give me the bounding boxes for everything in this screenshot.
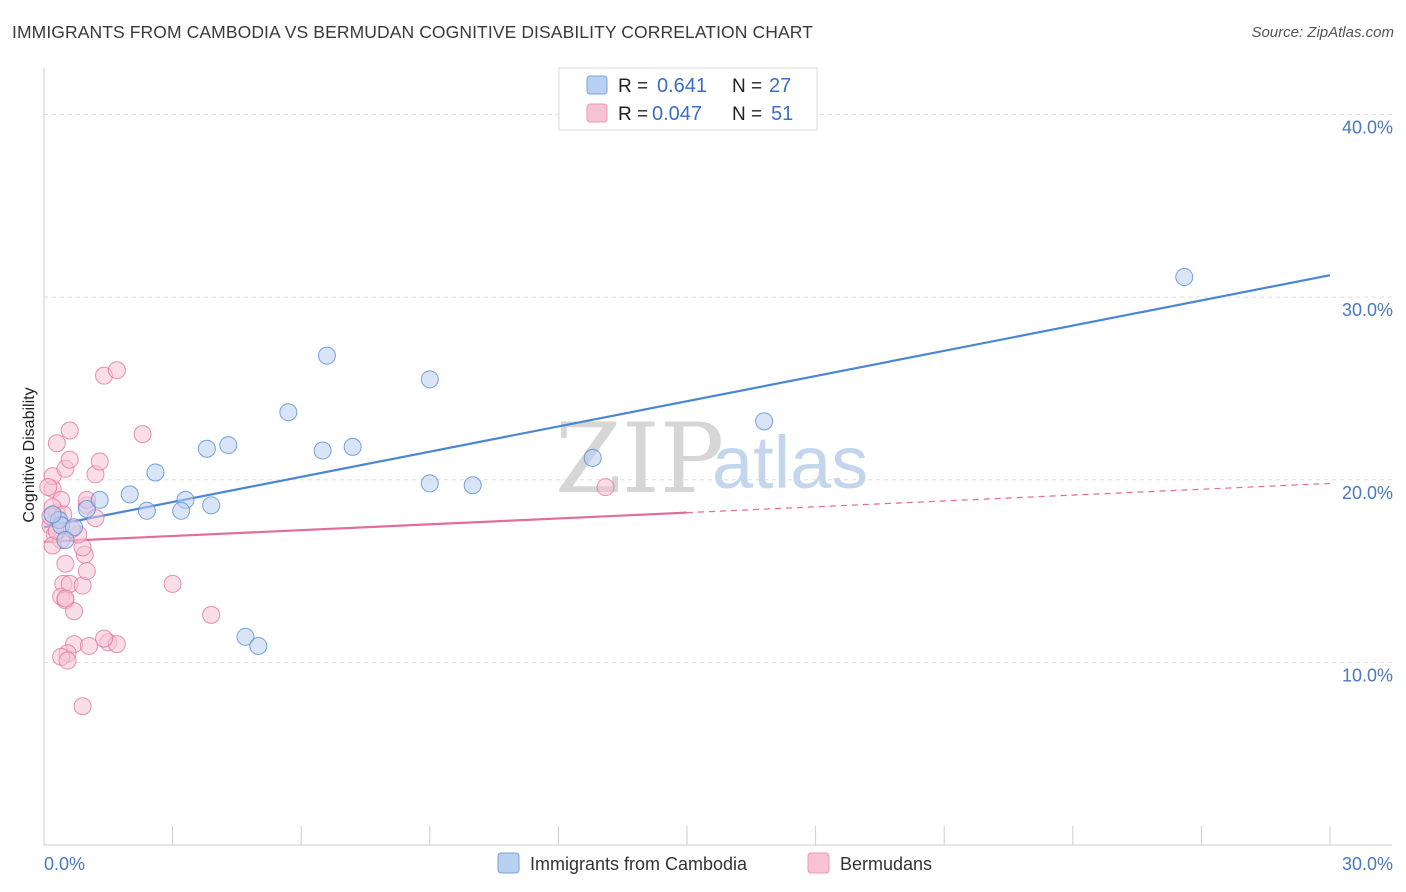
point-series-1-33 [90, 452, 109, 471]
watermark-atlas: atlas [712, 421, 868, 504]
y-tick-label-1: 20.0% [1342, 483, 1393, 503]
point-series-1-25 [73, 697, 92, 716]
grid-lines [44, 114, 1392, 663]
x-tick-label-0: 0.0% [44, 854, 85, 874]
point-series-0-22 [420, 474, 439, 493]
point-series-1-6 [47, 434, 66, 453]
point-series-0-14 [202, 496, 221, 515]
point-series-1-36 [95, 629, 114, 648]
series-legend-swatch-cambodia [497, 852, 520, 874]
legend-r-label-cambodia: R = [618, 76, 648, 97]
point-series-1-39 [133, 425, 152, 444]
point-series-0-5 [90, 490, 109, 509]
point-series-1-45 [77, 562, 96, 581]
series-legend-label-cambodia: Immigrants from Cambodia [530, 854, 748, 874]
point-series-0-3 [77, 499, 96, 518]
legend-swatch-cambodia [586, 75, 608, 95]
point-series-1-11 [39, 478, 58, 497]
trend-line-series-1 [43, 511, 688, 543]
chart-title: IMMIGRANTS FROM CAMBODIA VS BERMUDAN COG… [12, 22, 813, 42]
point-series-0-16 [249, 636, 268, 655]
x-tick-label-1: 30.0% [1342, 854, 1393, 874]
point-series-0-7 [137, 501, 156, 520]
series-legend-swatch-bermudans [807, 852, 830, 874]
point-series-1-49 [56, 589, 75, 608]
point-series-0-23 [463, 476, 482, 495]
point-series-0-2 [43, 505, 62, 524]
legend-swatch-bermudans [586, 103, 608, 123]
point-series-1-42 [596, 478, 615, 497]
legend-r-value-bermudans: 0.047 [652, 103, 702, 125]
point-series-0-24 [583, 448, 602, 467]
point-series-1-20 [65, 602, 84, 621]
point-series-1-41 [202, 605, 221, 624]
point-series-0-13 [219, 436, 238, 455]
point-series-1-48 [80, 636, 99, 655]
legend-n-label-cambodia: N = [732, 76, 762, 97]
point-series-0-12 [197, 439, 216, 458]
watermark: ZIP atlas [555, 403, 868, 515]
point-series-0-9 [146, 463, 165, 482]
point-series-0-21 [420, 370, 439, 389]
trend-line-dashed-series-1 [686, 482, 1331, 514]
series-legend: Immigrants from Cambodia Bermudans [497, 852, 932, 874]
point-series-0-11 [172, 501, 191, 520]
stats-legend: R = 0.641 N = 27 R = 0.047 N = 51 [558, 67, 818, 131]
y-tick-label-0: 10.0% [1342, 665, 1393, 685]
chart-source: Source: ZipAtlas.com [1251, 24, 1394, 41]
x-axis-ticks [43, 826, 1331, 845]
trend-line-series-0 [43, 274, 1331, 529]
point-series-0-18 [317, 346, 336, 365]
legend-n-label-bermudans: N = [732, 104, 762, 125]
point-series-1-15 [56, 554, 75, 573]
point-series-1-8 [60, 450, 79, 469]
point-series-1-9 [60, 421, 79, 440]
legend-n-value-bermudans: 51 [771, 103, 793, 125]
point-series-1-38 [107, 361, 126, 380]
series-legend-label-bermudans: Bermudans [840, 854, 932, 874]
point-series-0-20 [343, 437, 362, 456]
legend-r-value-cambodia: 0.641 [657, 75, 707, 97]
point-series-0-6 [56, 531, 75, 550]
point-series-1-24 [58, 651, 77, 670]
point-series-1-40 [163, 574, 182, 593]
y-axis-tick-labels: 10.0% 20.0% 30.0% 40.0% [1342, 118, 1393, 686]
point-series-0-26 [1175, 268, 1194, 287]
point-series-0-19 [313, 441, 332, 460]
y-tick-label-3: 40.0% [1342, 118, 1393, 138]
legend-n-value-cambodia: 27 [769, 75, 791, 97]
point-series-0-17 [279, 403, 298, 422]
point-series-0-8 [120, 485, 139, 504]
legend-r-label-bermudans: R = [618, 104, 648, 125]
watermark-zip: ZIP [555, 403, 724, 515]
trend-lines [43, 274, 1331, 543]
y-axis-title: Cognitive Disability [21, 387, 38, 522]
data-points [39, 268, 1194, 716]
point-series-0-4 [65, 518, 84, 537]
point-series-0-15 [236, 627, 255, 646]
point-series-0-25 [755, 412, 774, 431]
y-tick-label-2: 30.0% [1342, 300, 1393, 320]
